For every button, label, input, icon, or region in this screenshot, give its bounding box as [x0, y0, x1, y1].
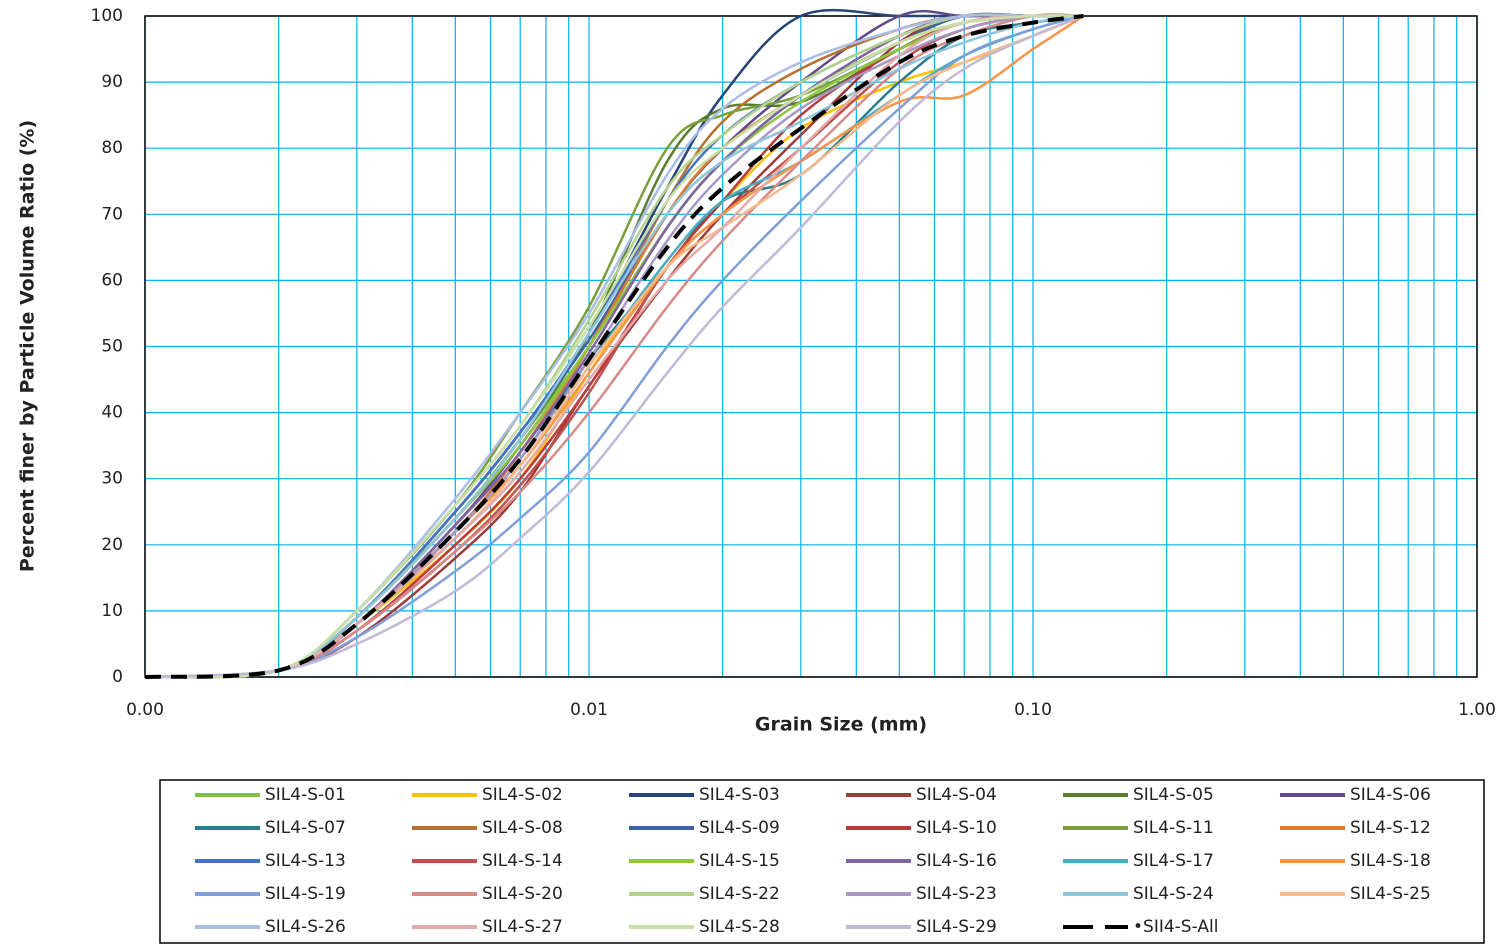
plot-frame — [144, 15, 1478, 678]
legend-label: SIL4-S-18 — [1350, 851, 1431, 871]
legend-label: SIL4-S-28 — [699, 917, 780, 937]
legend-label: SIL4-S-26 — [265, 917, 346, 937]
legend-label: SIL4-S-23 — [916, 884, 997, 904]
legend-label: SIL4-S-24 — [1133, 884, 1214, 904]
y-tick-label: 100 — [91, 6, 123, 26]
series-line — [144, 14, 1084, 679]
y-tick-label: 80 — [101, 138, 123, 158]
legend-label: SIL4-S-01 — [265, 785, 346, 805]
series-line — [144, 14, 1084, 679]
legend-label: SIL4-S-04 — [916, 785, 997, 805]
series-line — [144, 14, 1084, 679]
y-tick-label: 20 — [101, 535, 123, 555]
legend-label: SIL4-S-27 — [482, 917, 563, 937]
y-tick-label: 10 — [101, 601, 123, 621]
legend-label: SIL4-S-20 — [482, 884, 563, 904]
legend-label: SIL4-S-15 — [699, 851, 780, 871]
legend-label: SIL4-S-25 — [1350, 884, 1431, 904]
legend-label: SIL4-S-17 — [1133, 851, 1214, 871]
legend-label: SIL4-S-08 — [482, 818, 563, 838]
legend-label: SIL4-S-10 — [916, 818, 997, 838]
series-line — [144, 13, 1084, 679]
legend-label: SIL4-S-14 — [482, 851, 563, 871]
series-line — [144, 14, 1084, 679]
legend-label: SIL4-S-16 — [916, 851, 997, 871]
legend-box — [159, 779, 1485, 944]
legend-label: SIL4-S-22 — [699, 884, 780, 904]
series-line — [144, 9, 1084, 679]
legend-label: SIL4-S-13 — [265, 851, 346, 871]
x-tick-label: 0.00 — [126, 700, 164, 720]
legend-label: SIL4-S-07 — [265, 818, 346, 838]
x-tick-label: 0.01 — [570, 700, 608, 720]
y-tick-label: 50 — [101, 337, 123, 357]
y-axis-title: Percent finer by Particle Volume Ratio (… — [17, 120, 39, 572]
series-line — [144, 14, 1084, 679]
legend-label: SIL4-S-09 — [699, 818, 780, 838]
legend-label: SIL4-S-19 — [265, 884, 346, 904]
legend-label: SIL4-S-29 — [916, 917, 997, 937]
legend-label: SIL4-S-05 — [1133, 785, 1214, 805]
series-line — [144, 14, 1085, 679]
y-tick-label: 70 — [101, 204, 123, 224]
x-tick-label: 1.00 — [1458, 700, 1496, 720]
legend-label: •SII4-S-All — [1133, 917, 1218, 937]
legend-label: SIL4-S-02 — [482, 785, 563, 805]
y-tick-label: 40 — [101, 403, 123, 423]
y-tick-label: 60 — [101, 270, 123, 290]
y-tick-label: 30 — [101, 469, 123, 489]
legend-label: SIL4-S-12 — [1350, 818, 1431, 838]
y-tick-label: 0 — [112, 667, 123, 687]
y-tick-label: 90 — [101, 72, 123, 92]
legend-label: SIL4-S-06 — [1350, 785, 1431, 805]
legend-label: SIL4-S-11 — [1133, 818, 1214, 838]
x-axis-title: Grain Size (mm) — [755, 714, 927, 736]
x-tick-label: 0.10 — [1014, 700, 1052, 720]
legend-label: SIL4-S-03 — [699, 785, 780, 805]
series-line — [144, 8, 1084, 679]
